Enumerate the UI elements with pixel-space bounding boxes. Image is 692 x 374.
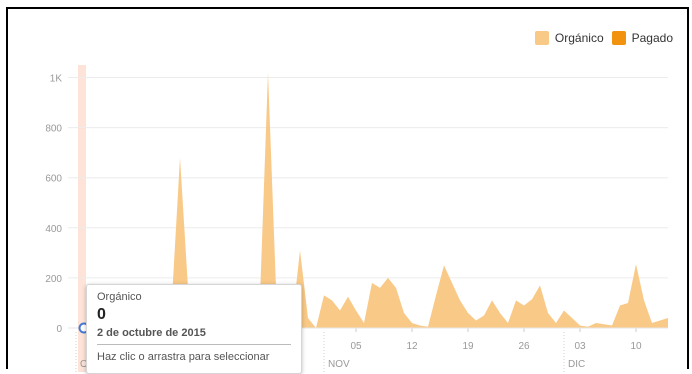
x-tick-label: 12 xyxy=(406,341,418,352)
tooltip-date: 2 de octubre de 2015 xyxy=(97,327,206,339)
y-tick-label: 600 xyxy=(45,174,62,185)
y-tick-label: 0 xyxy=(56,324,62,335)
legend-swatch-organico xyxy=(534,31,549,45)
legend-item-pagado[interactable]: Pagado xyxy=(611,31,673,45)
x-tick-label: 03 xyxy=(574,341,586,352)
tooltip-divider xyxy=(97,344,291,345)
x-tick-label: 19 xyxy=(462,341,474,352)
x-tick-label: 26 xyxy=(518,341,530,352)
legend-item-organico[interactable]: Orgánico xyxy=(534,31,604,45)
tooltip-hint: Haz clic o arrastra para seleccionar xyxy=(97,351,270,363)
y-tick-label: 800 xyxy=(45,124,62,135)
y-tick-label: 200 xyxy=(45,274,62,285)
x-tick-label: DIC xyxy=(568,359,585,370)
legend-label-organico: Orgánico xyxy=(554,31,604,45)
tooltip-value: 0 xyxy=(97,306,106,323)
x-tick-label: 05 xyxy=(350,341,362,352)
legend: Orgánico Pagado xyxy=(534,31,673,45)
legend-swatch-pagado xyxy=(611,31,626,45)
y-tick-label: 400 xyxy=(45,224,62,235)
y-tick-label: 1K xyxy=(50,74,63,85)
tooltip-series: Orgánico xyxy=(97,291,142,303)
tooltip: Orgánico 0 2 de octubre de 2015 Haz clic… xyxy=(86,284,302,374)
x-tick-label: 10 xyxy=(630,341,642,352)
highlight-band xyxy=(78,65,86,372)
legend-label-pagado: Pagado xyxy=(631,31,673,45)
x-tick-label: NOV xyxy=(328,359,350,370)
